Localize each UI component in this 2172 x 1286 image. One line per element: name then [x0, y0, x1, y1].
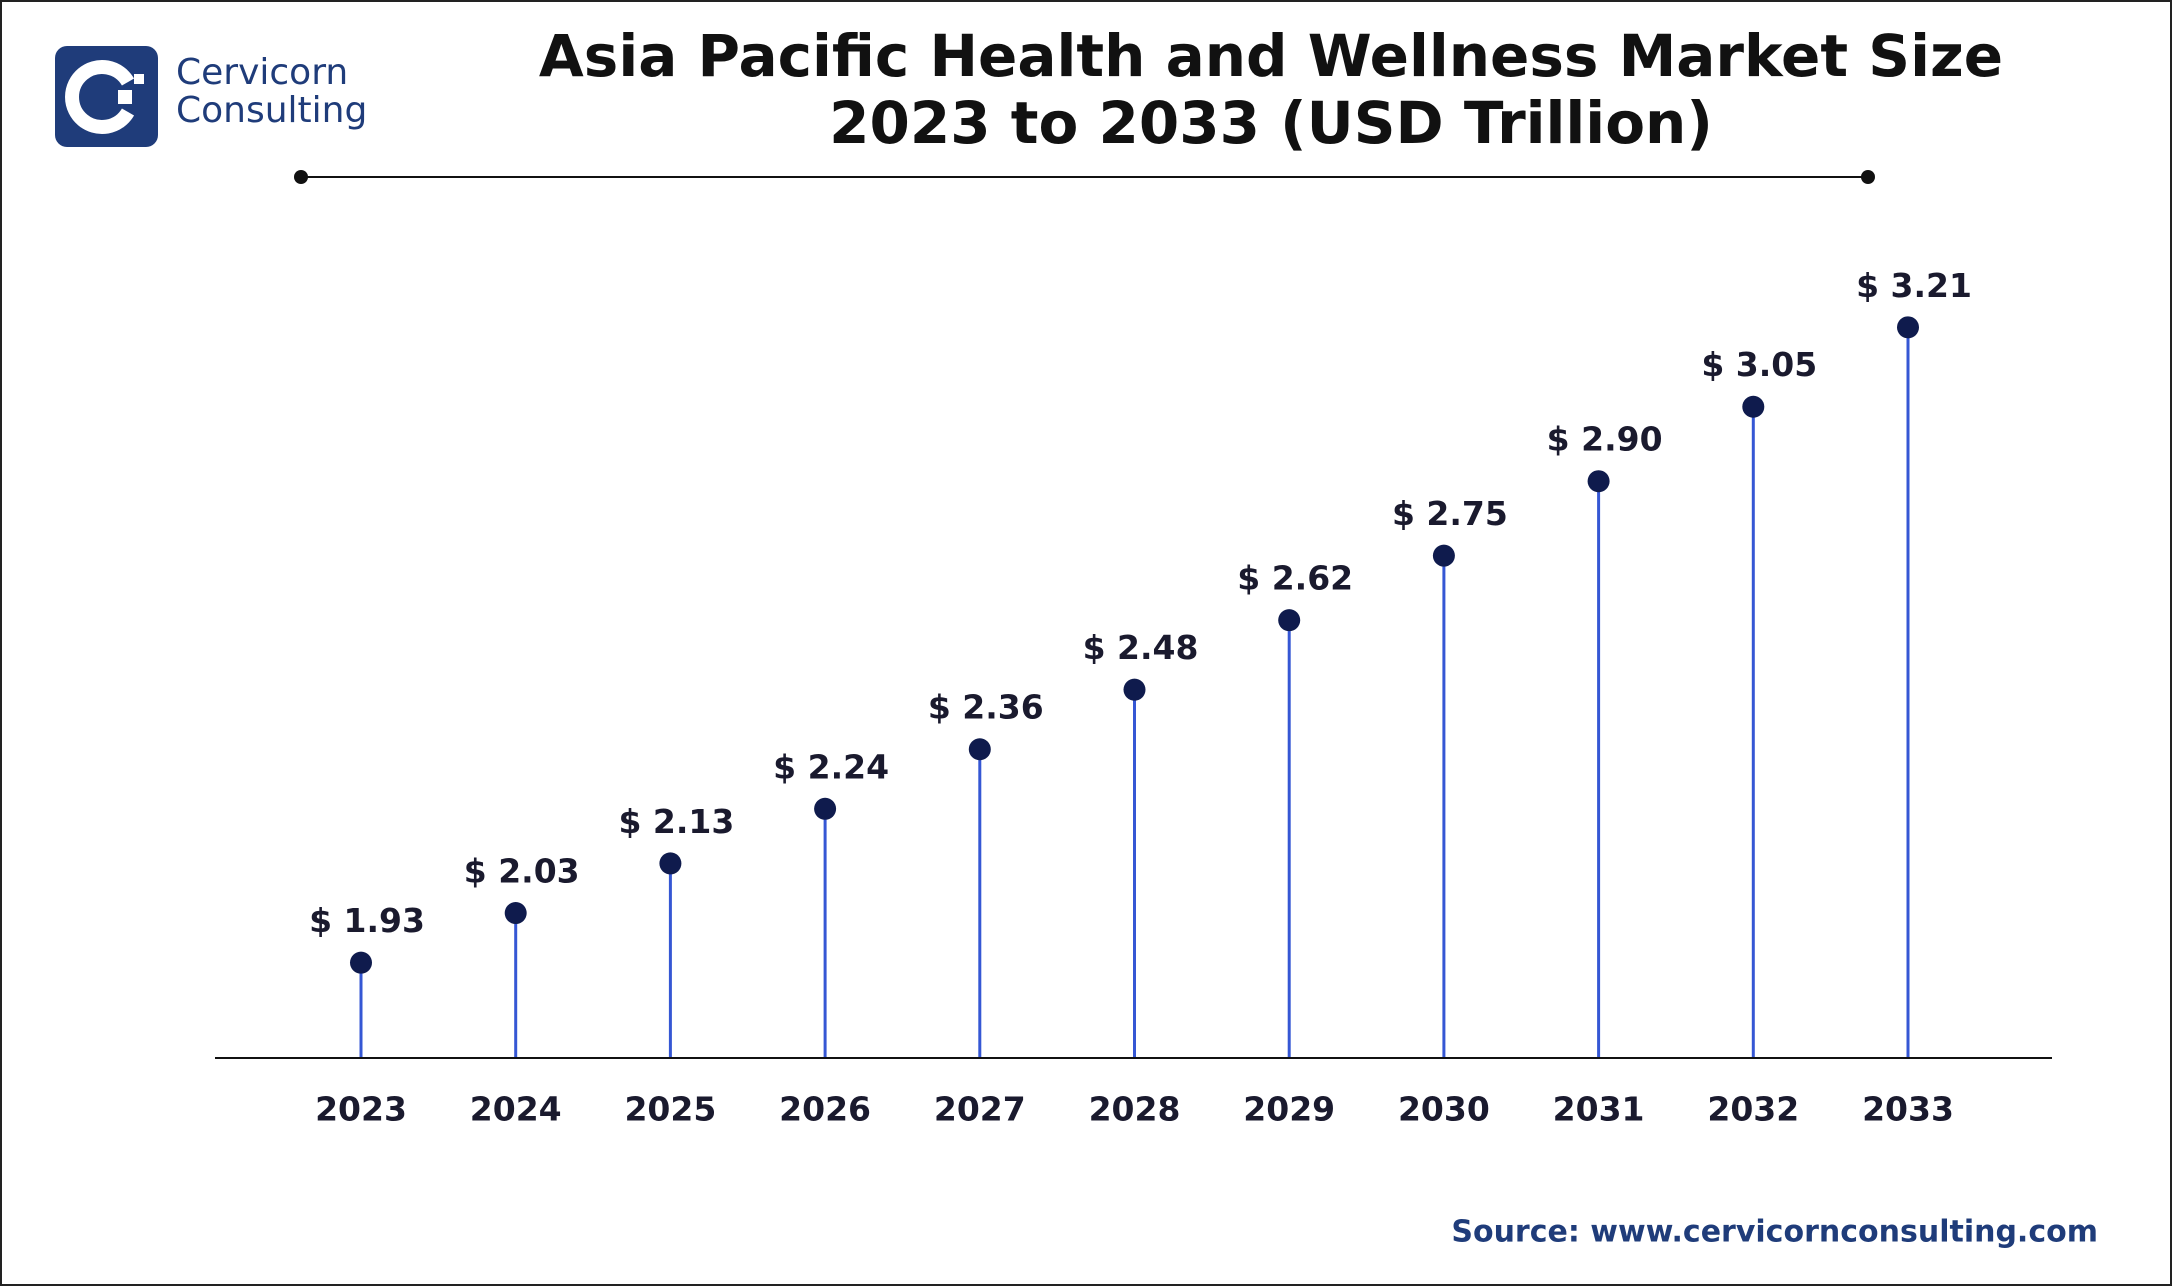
x-tick-label: 2031: [1553, 1090, 1645, 1129]
dot: [659, 852, 682, 875]
x-tick-label: 2028: [1089, 1090, 1181, 1129]
rule-dot: [294, 170, 308, 184]
value-label: $ 2.62: [1237, 559, 1353, 598]
logo-text: Consulting: [176, 90, 367, 131]
rule-dot: [1861, 170, 1875, 184]
x-tick-label: 2033: [1862, 1090, 1954, 1129]
x-tick-label: 2030: [1398, 1090, 1490, 1129]
dot: [1587, 470, 1610, 493]
x-tick-label: 2025: [624, 1090, 716, 1129]
value-label: $ 2.75: [1392, 494, 1508, 533]
value-label: $ 1.93: [309, 901, 425, 940]
x-tick-label: 2027: [934, 1090, 1026, 1129]
value-label: $ 2.36: [928, 688, 1044, 727]
value-label: $ 2.90: [1547, 420, 1663, 459]
chart-subtitle: 2023 to 2033 (USD Trillion): [829, 89, 1713, 157]
value-label: $ 2.03: [464, 852, 580, 891]
value-label: $ 2.24: [773, 747, 889, 786]
value-label: $ 2.48: [1083, 628, 1199, 667]
dot: [1432, 544, 1455, 567]
logo-square: [134, 74, 144, 84]
x-tick-label: 2024: [470, 1090, 562, 1129]
dot: [350, 951, 372, 974]
logo: Cervicorn Consulting: [55, 46, 367, 147]
dot: [504, 902, 527, 925]
source: Source: www.cervicornconsulting.com: [1451, 1215, 2098, 1250]
value-label: $ 3.05: [1701, 345, 1817, 384]
logo-square: [118, 90, 132, 104]
value-label: $ 3.21: [1856, 266, 1972, 305]
x-tick-label: 2032: [1707, 1090, 1799, 1129]
dot: [1897, 316, 1919, 339]
x-tick-label: 2023: [315, 1090, 407, 1129]
chart-title: Asia Pacific Health and Wellness Market …: [539, 22, 2003, 90]
dot: [1742, 395, 1765, 418]
logo-text: Cervicorn: [176, 52, 348, 93]
dot: [968, 738, 991, 761]
value-label: $ 2.13: [618, 802, 734, 841]
x-tick-label: 2029: [1243, 1090, 1335, 1129]
dot: [814, 797, 837, 820]
x-tick-label: 2026: [779, 1090, 871, 1129]
dot: [1278, 609, 1301, 632]
dot: [1123, 678, 1146, 701]
logo-c: [65, 60, 135, 134]
